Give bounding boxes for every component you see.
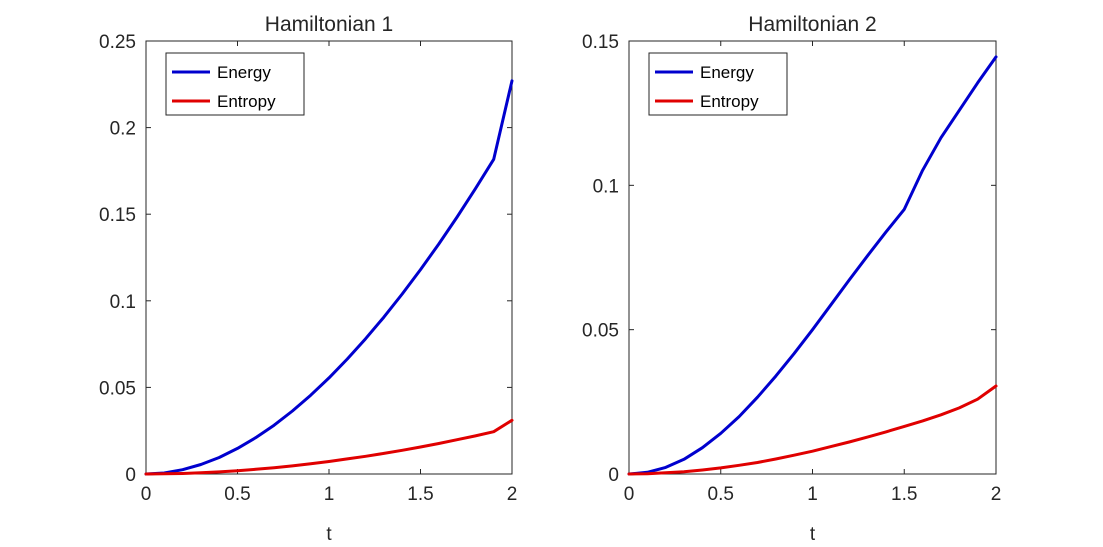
legend: Energy Entropy [165, 52, 305, 116]
series-line-energy [144, 79, 514, 476]
x-tick-label: 1 [807, 484, 818, 505]
y-tick-label: 0 [125, 465, 136, 486]
legend-label-energy: Energy [217, 63, 271, 82]
y-tick-label: 0.1 [593, 176, 619, 197]
series-line-entropy [144, 418, 514, 476]
x-axis-label: t [326, 524, 332, 545]
x-tick-label: 0.5 [224, 484, 250, 505]
y-tick-label: 0.05 [582, 321, 619, 342]
y-tick-label: 0.15 [99, 205, 136, 226]
x-tick-label: 2 [507, 484, 518, 505]
series-line-energy [627, 55, 998, 476]
x-tick-label: 2 [991, 484, 1002, 505]
legend-label-energy: Energy [700, 63, 754, 82]
y-tick-label: 0.1 [110, 292, 136, 313]
series-line-entropy [627, 384, 998, 476]
x-tick-label: 0.5 [708, 484, 734, 505]
chart-title: Hamiltonian 2 [748, 13, 876, 36]
legend-box [165, 52, 305, 116]
subplot-2: 0 0.5 1 1.5 2 0 0.05 0.1 0.15 Hamiltonian 2 t Energ… [582, 13, 1001, 545]
y-tick-label: 0.05 [99, 378, 136, 399]
chart-title: Hamiltonian 1 [265, 13, 393, 36]
y-tick-label: 0.15 [582, 32, 619, 53]
legend-label-entropy: Entropy [700, 92, 759, 111]
x-tick-label: 1.5 [407, 484, 433, 505]
y-tick-label: 0.25 [99, 32, 136, 53]
subplot-1: 0 0.5 1 1.5 2 0 0.05 0.1 0.15 0.2 0.25 Hamiltonian … [99, 13, 517, 545]
y-tick-label: 0.2 [110, 119, 136, 140]
x-tick-label: 1 [324, 484, 335, 505]
x-tick-label: 0 [141, 484, 152, 505]
legend-label-entropy: Entropy [217, 92, 276, 111]
x-axis-label: t [810, 524, 816, 545]
x-tick-label: 0 [624, 484, 635, 505]
legend: Energy Entropy [648, 52, 788, 116]
legend-box [648, 52, 788, 116]
y-tick-label: 0 [608, 465, 619, 486]
x-tick-label: 1.5 [891, 484, 917, 505]
